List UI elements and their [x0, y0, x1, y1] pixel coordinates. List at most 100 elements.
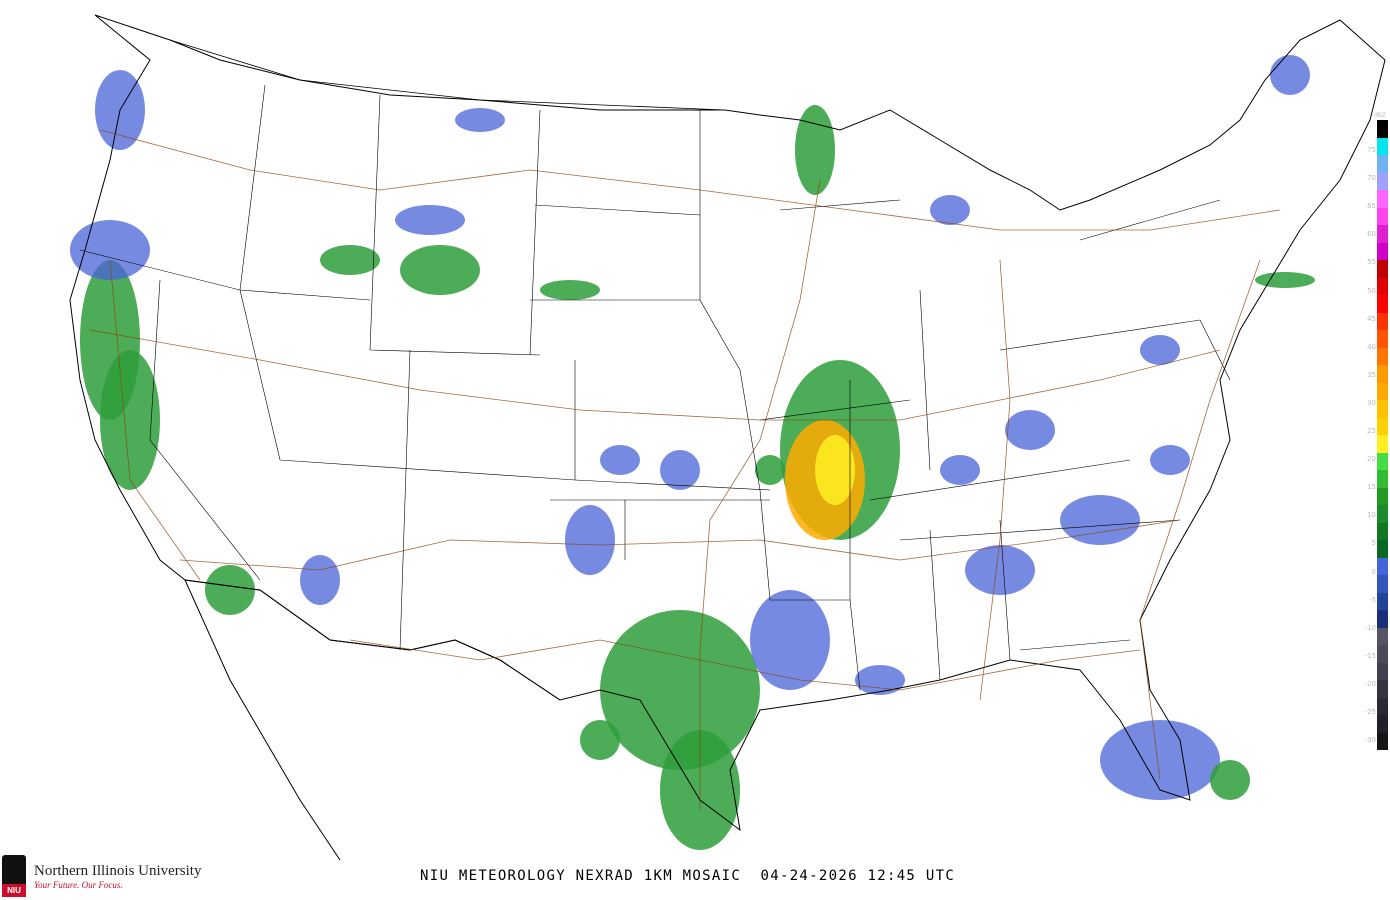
- mexico-border: [184, 579, 561, 701]
- legend-swatch: [1377, 715, 1388, 733]
- legend-swatch: [1377, 522, 1388, 540]
- legend-swatch: [1377, 295, 1388, 313]
- legend-label: -10: [1364, 623, 1376, 632]
- legend-swatch: [1377, 487, 1388, 505]
- radar-echo-light: [965, 545, 1035, 595]
- legend-swatch: [1377, 137, 1388, 155]
- legend-swatch: [1377, 470, 1388, 488]
- legend-swatch: [1377, 400, 1388, 418]
- logo-tagline: Your Future. Our Focus.: [34, 879, 123, 890]
- canada-border: [169, 39, 726, 111]
- legend-swatch: [1377, 190, 1388, 208]
- interstate-highways: [89, 129, 1281, 810]
- radar-echo-moderate: [580, 720, 620, 760]
- legend-swatch: [1377, 662, 1388, 680]
- legend-swatch: [1377, 645, 1388, 663]
- legend-label: 30: [1367, 398, 1376, 407]
- radar-echo-light: [750, 590, 830, 690]
- legend-label: 35: [1367, 370, 1376, 379]
- radar-echo-light: [855, 665, 905, 695]
- legend-swatch: [1377, 417, 1388, 435]
- radar-echo-light: [455, 108, 505, 132]
- legend-label: 55: [1367, 258, 1376, 267]
- legend-label: -5: [1369, 595, 1376, 604]
- radar-echo-light: [1060, 495, 1140, 545]
- legend-label: 60: [1367, 230, 1376, 239]
- legend-swatch: [1377, 312, 1388, 330]
- legend-label: 65: [1367, 202, 1376, 211]
- legend-swatch: [1377, 382, 1388, 400]
- reflectivity-legend: dBZ 75 70 65 60 55 50 45 40 35 30 25 20 15 10 5 0 -5 -10-…: [1360, 112, 1390, 757]
- legend-label: 15: [1367, 483, 1376, 492]
- legend-color-bar: [1377, 120, 1388, 750]
- legend-label: -15: [1364, 651, 1376, 660]
- baja: [184, 579, 341, 861]
- legend-swatch: [1377, 347, 1388, 365]
- legend-label: -25: [1364, 708, 1376, 716]
- radar-echo-light: [300, 555, 340, 605]
- logo-university-name: Northern Illinois University: [34, 862, 202, 879]
- radar-echo-moderate: [1210, 760, 1250, 800]
- legend-swatch: [1377, 260, 1388, 278]
- legend-swatch: [1377, 225, 1388, 243]
- legend-label: 75: [1367, 146, 1376, 154]
- map-title: NIU METEOROLOGY NEXRAD 1KM MOSAIC 04-24-…: [420, 868, 956, 884]
- legend-label: 70: [1367, 174, 1376, 183]
- legend-swatch: [1377, 575, 1388, 593]
- radar-echo-moderate: [600, 610, 760, 770]
- legend-swatch: [1377, 592, 1388, 610]
- legend-swatch: [1377, 155, 1388, 173]
- radar-echo-moderate: [540, 280, 600, 300]
- state-borders: [79, 84, 1231, 691]
- legend-label: -30: [1364, 736, 1376, 745]
- legend-swatch: [1377, 242, 1388, 260]
- legend-swatch: [1377, 627, 1388, 645]
- radar-echo-light: [1140, 335, 1180, 365]
- legend-unit: dBZ: [1374, 112, 1387, 119]
- radar-echo-moderate: [320, 245, 380, 275]
- legend-swatch: [1377, 505, 1388, 523]
- legend-swatch: [1377, 277, 1388, 295]
- legend-swatch: [1377, 365, 1388, 383]
- radar-echo-light: [565, 505, 615, 575]
- niu-logo-mark: NIU: [2, 855, 26, 897]
- legend-label: 0: [1371, 567, 1376, 576]
- radar-echo-light: [660, 450, 700, 490]
- radar-echo-light: [395, 205, 465, 235]
- legend-swatch: [1377, 557, 1388, 575]
- legend-swatch: [1377, 732, 1388, 750]
- niu-logo: NIU Northern Illinois University Your Fu…: [2, 855, 201, 897]
- legend-swatch: [1377, 207, 1388, 225]
- legend-label: 45: [1367, 314, 1376, 323]
- radar-echo-moderate: [1255, 272, 1315, 288]
- radar-echo-light: [1270, 55, 1310, 95]
- legend-label: 10: [1367, 511, 1376, 520]
- legend-swatch: [1377, 680, 1388, 698]
- legend-swatch: [1377, 172, 1388, 190]
- legend-label: 20: [1367, 455, 1376, 464]
- legend-label: 25: [1367, 427, 1376, 435]
- radar-echo-light: [70, 220, 150, 280]
- legend-swatch: [1377, 435, 1388, 453]
- radar-echo-light: [600, 445, 640, 475]
- legend-swatch: [1377, 120, 1388, 138]
- radar-echo-light: [1100, 720, 1220, 800]
- radar-echo-moderate: [755, 455, 785, 485]
- radar-echo-moderate: [205, 565, 255, 615]
- legend-label: -20: [1364, 679, 1376, 688]
- radar-echo-light: [940, 455, 980, 485]
- radar-echo-intense: [815, 435, 855, 505]
- legend-label: 50: [1367, 286, 1376, 295]
- radar-echo-moderate: [400, 245, 480, 295]
- legend-swatch: [1377, 610, 1388, 628]
- radar-echo-moderate: [795, 105, 835, 195]
- radar-echo-light: [1005, 410, 1055, 450]
- legend-swatch: [1377, 697, 1388, 715]
- radar-echo-light: [930, 195, 970, 225]
- radar-echo-light: [1150, 445, 1190, 475]
- legend-swatch: [1377, 452, 1388, 470]
- radar-echo-moderate: [100, 350, 160, 490]
- legend-label: 40: [1367, 342, 1376, 351]
- legend-swatch: [1377, 540, 1388, 558]
